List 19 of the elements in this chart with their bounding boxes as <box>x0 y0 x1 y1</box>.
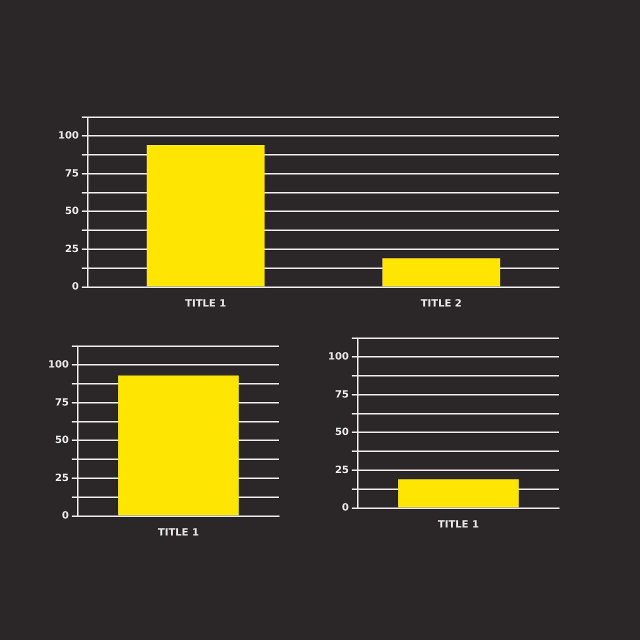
y-tick-label: 25 <box>54 472 69 484</box>
y-tick-label: 50 <box>54 435 69 446</box>
y-tick-label: 0 <box>62 510 69 522</box>
y-tick-label: 50 <box>64 206 79 218</box>
y-tick-label: 75 <box>54 397 69 408</box>
y-tick-label: 25 <box>64 244 79 255</box>
x-tick-label: TITLE 1 <box>438 520 479 531</box>
y-tick-label: 100 <box>328 351 349 362</box>
y-tick-label: 100 <box>48 359 69 370</box>
y-tick-label: 100 <box>58 130 79 142</box>
x-tick-label: TITLE 2 <box>420 298 462 310</box>
x-tick-label: TITLE 1 <box>158 528 199 539</box>
y-tick-label: 50 <box>334 427 349 438</box>
y-tick-label: 0 <box>342 502 349 514</box>
y-tick-label: 25 <box>334 464 349 476</box>
y-tick-label: 75 <box>334 389 349 400</box>
x-tick-label: TITLE 1 <box>185 298 226 310</box>
y-tick-label: 75 <box>64 168 79 180</box>
y-tick-label: 0 <box>72 282 79 293</box>
